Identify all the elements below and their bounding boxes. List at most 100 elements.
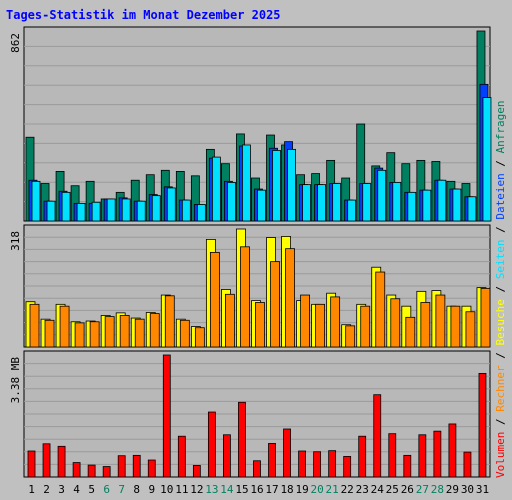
bar-rechner-6 [104, 316, 115, 348]
panel-1-max-label: 862 [9, 33, 22, 53]
bar-volumen-31 [478, 373, 487, 478]
bar-rechner-30 [465, 311, 476, 348]
bar-seiten-10 [166, 187, 176, 222]
bar-rechner-24 [375, 271, 386, 348]
bar-rechner-26 [405, 316, 416, 348]
legend-volumen: Volumen [494, 432, 507, 478]
bar-seiten-16 [257, 189, 266, 222]
bar-volumen-18 [283, 428, 291, 478]
bar-volumen-24 [373, 394, 382, 478]
x-tick-label-2: 2 [43, 483, 50, 496]
bar-volumen-22 [343, 456, 352, 478]
bar-rechner-14 [225, 293, 235, 348]
x-tick-label-6: 6 [103, 483, 110, 496]
bar-volumen-5 [87, 464, 96, 478]
bar-volumen-11 [177, 435, 186, 478]
bar-rechner-11 [179, 319, 190, 348]
bar-rechner-29 [450, 305, 461, 348]
x-tick-label-21: 21 [326, 483, 339, 496]
bar-seiten-2 [46, 200, 56, 222]
x-tick-label-1: 1 [28, 483, 35, 496]
legend-besuche: Besuche [494, 299, 507, 345]
bar-seiten-27 [422, 189, 432, 222]
bar-volumen-16 [253, 460, 261, 478]
x-tick-label-12: 12 [190, 483, 203, 496]
x-tick-label-8: 8 [133, 483, 140, 496]
bar-seiten-22 [347, 199, 357, 222]
x-tick-label-10: 10 [160, 483, 173, 496]
x-tick-label-26: 26 [401, 483, 414, 496]
bar-seiten-17 [272, 150, 281, 222]
x-tick-label-29: 29 [446, 483, 459, 496]
bar-volumen-7 [117, 455, 126, 478]
x-tick-label-17: 17 [265, 483, 278, 496]
bar-volumen-14 [223, 434, 231, 478]
bar-volumen-3 [57, 445, 66, 478]
bar-rechner-21 [330, 296, 341, 348]
x-tick-label-27: 27 [416, 483, 429, 496]
bar-seiten-9 [151, 195, 161, 222]
x-tick-label-9: 9 [148, 483, 155, 496]
legend-dateien: Dateien [494, 173, 507, 219]
bar-seiten-13 [211, 156, 221, 222]
bar-volumen-2 [42, 443, 51, 478]
x-tick-label-16: 16 [250, 483, 263, 496]
bar-seiten-19 [302, 184, 311, 222]
legend-separator: / [494, 279, 507, 299]
bar-volumen-28 [433, 430, 442, 478]
bar-rechner-12 [194, 327, 205, 348]
bar-seiten-21 [332, 183, 342, 222]
bar-volumen-15 [238, 401, 246, 478]
x-tick-label-11: 11 [175, 483, 188, 496]
bar-seiten-11 [181, 199, 191, 222]
legend-separator: / [494, 346, 507, 366]
x-tick-label-4: 4 [73, 483, 80, 496]
bar-volumen-25 [388, 433, 397, 478]
bar-rechner-18 [285, 248, 295, 348]
bar-rechner-22 [345, 325, 356, 348]
bar-rechner-25 [390, 298, 401, 348]
x-tick-label-19: 19 [295, 483, 308, 496]
bar-rechner-5 [89, 321, 100, 348]
bar-volumen-10 [162, 354, 171, 478]
bar-rechner-8 [134, 318, 145, 348]
bar-seiten-26 [407, 191, 417, 222]
bar-rechner-13 [209, 251, 220, 348]
bar-rechner-9 [149, 313, 160, 348]
bar-seiten-15 [242, 144, 251, 222]
bar-rechner-10 [164, 295, 175, 348]
bar-seiten-31 [482, 97, 492, 222]
bar-volumen-4 [72, 462, 81, 478]
x-tick-label-23: 23 [356, 483, 369, 496]
bar-seiten-28 [437, 179, 447, 222]
bar-volumen-12 [192, 465, 201, 478]
bar-volumen-8 [132, 454, 141, 478]
bar-volumen-9 [147, 459, 156, 478]
legend-anfragen: Anfragen [494, 100, 507, 153]
x-tick-label-31: 31 [476, 483, 489, 496]
bar-volumen-30 [463, 451, 472, 478]
x-tick-label-30: 30 [461, 483, 474, 496]
bar-seiten-23 [362, 183, 372, 222]
bar-seiten-20 [317, 184, 327, 222]
legend-separator: / [494, 412, 507, 432]
bar-volumen-1 [27, 450, 36, 478]
bar-seiten-5 [91, 201, 101, 222]
x-tick-label-22: 22 [341, 483, 354, 496]
x-tick-label-18: 18 [280, 483, 293, 496]
bar-rechner-16 [255, 302, 265, 348]
bar-seiten-18 [287, 148, 296, 222]
bar-rechner-1 [29, 303, 40, 348]
panel-2-max-label: 318 [9, 231, 22, 251]
bar-volumen-23 [358, 435, 367, 478]
legend-separator: / [494, 220, 507, 240]
bar-rechner-2 [44, 319, 55, 348]
legend-separator: / [494, 153, 507, 173]
side-legend: Volumen / Rechner / Besuche / Seiten / D… [494, 100, 507, 478]
bar-rechner-31 [480, 287, 491, 348]
x-tick-label-20: 20 [311, 483, 324, 496]
bar-rechner-19 [300, 294, 310, 348]
bar-volumen-27 [418, 434, 427, 478]
x-tick-label-24: 24 [371, 483, 385, 496]
